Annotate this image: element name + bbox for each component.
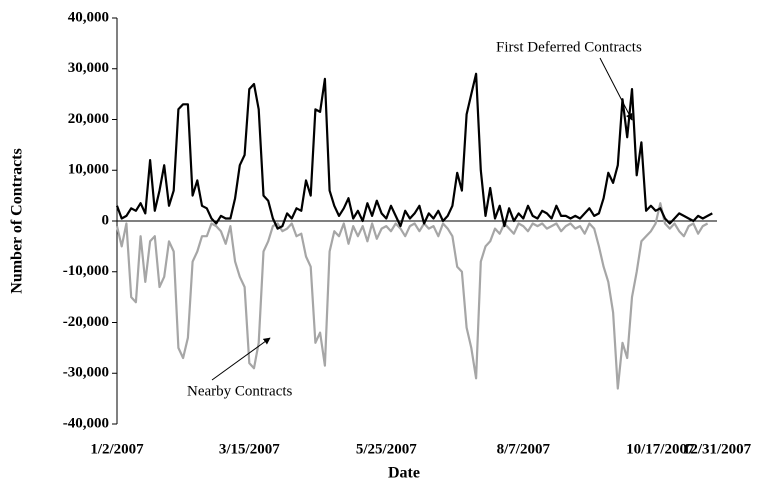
annotation-arrow	[211, 337, 271, 381]
y-tick-label: 20,000	[68, 111, 109, 127]
annotation: First Deferred Contracts	[496, 39, 642, 55]
x-tick-label: 1/2/2007	[90, 441, 144, 457]
x-tick-label: 12/31/2007	[683, 441, 752, 457]
x-axis-title: Date	[388, 465, 420, 482]
series-line	[115, 202, 709, 390]
x-tick-label: 5/25/2007	[356, 441, 417, 457]
y-axis-title: Number of Contracts	[9, 148, 26, 293]
series-line	[115, 72, 713, 230]
y-tick-label: 10,000	[68, 162, 109, 178]
annotation: Nearby Contracts	[187, 383, 293, 399]
x-tick-label: 8/7/2007	[497, 441, 551, 457]
y-tick-label: -30,000	[63, 365, 109, 381]
y-tick-label: -10,000	[63, 263, 109, 279]
y-tick-label: 0	[102, 212, 110, 228]
y-tick-label: -20,000	[63, 314, 109, 330]
x-tick-label: 10/17/2007	[626, 441, 695, 457]
annotation-arrow	[599, 57, 633, 121]
y-tick-label: 40,000	[68, 9, 109, 25]
y-tick-label: -40,000	[63, 415, 109, 431]
y-tick-label: 30,000	[68, 60, 109, 76]
x-tick-label: 3/15/2007	[219, 441, 280, 457]
